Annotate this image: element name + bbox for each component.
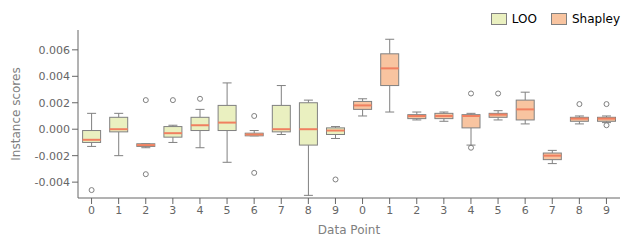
svg-text:0: 0 [88,204,95,217]
svg-text:8: 8 [305,204,312,217]
svg-text:5: 5 [224,204,231,217]
svg-text:0: 0 [359,204,366,217]
svg-text:0.006: 0.006 [39,44,71,57]
svg-text:2: 2 [413,204,420,217]
svg-text:-0.002: -0.002 [35,150,70,163]
svg-text:-0.004: -0.004 [35,176,70,189]
html-text:Shapley: Shapley [572,12,620,26]
svg-text:4: 4 [196,204,203,217]
svg-text:9: 9 [603,204,610,217]
svg-text:3: 3 [169,204,176,217]
html-text:LOO: LOO [511,12,537,26]
svg-text:8: 8 [576,204,583,217]
svg-text:2: 2 [142,204,149,217]
svg-text:0.000: 0.000 [39,123,71,136]
svg-text:Data Point: Data Point [318,223,381,237]
svg-text:6: 6 [251,204,258,217]
svg-text:6: 6 [522,204,529,217]
svg-text:3: 3 [440,204,447,217]
svg-text:9: 9 [332,204,339,217]
svg-text:Instance scores: Instance scores [9,67,23,160]
svg-text:7: 7 [278,204,285,217]
svg-text:5: 5 [495,204,502,217]
svg-text:1: 1 [386,204,393,217]
svg-text:7: 7 [549,204,556,217]
svg-text:0.004: 0.004 [39,70,71,83]
svg-text:1: 1 [115,204,122,217]
svg-text:0.002: 0.002 [39,97,71,110]
svg-text:4: 4 [467,204,474,217]
